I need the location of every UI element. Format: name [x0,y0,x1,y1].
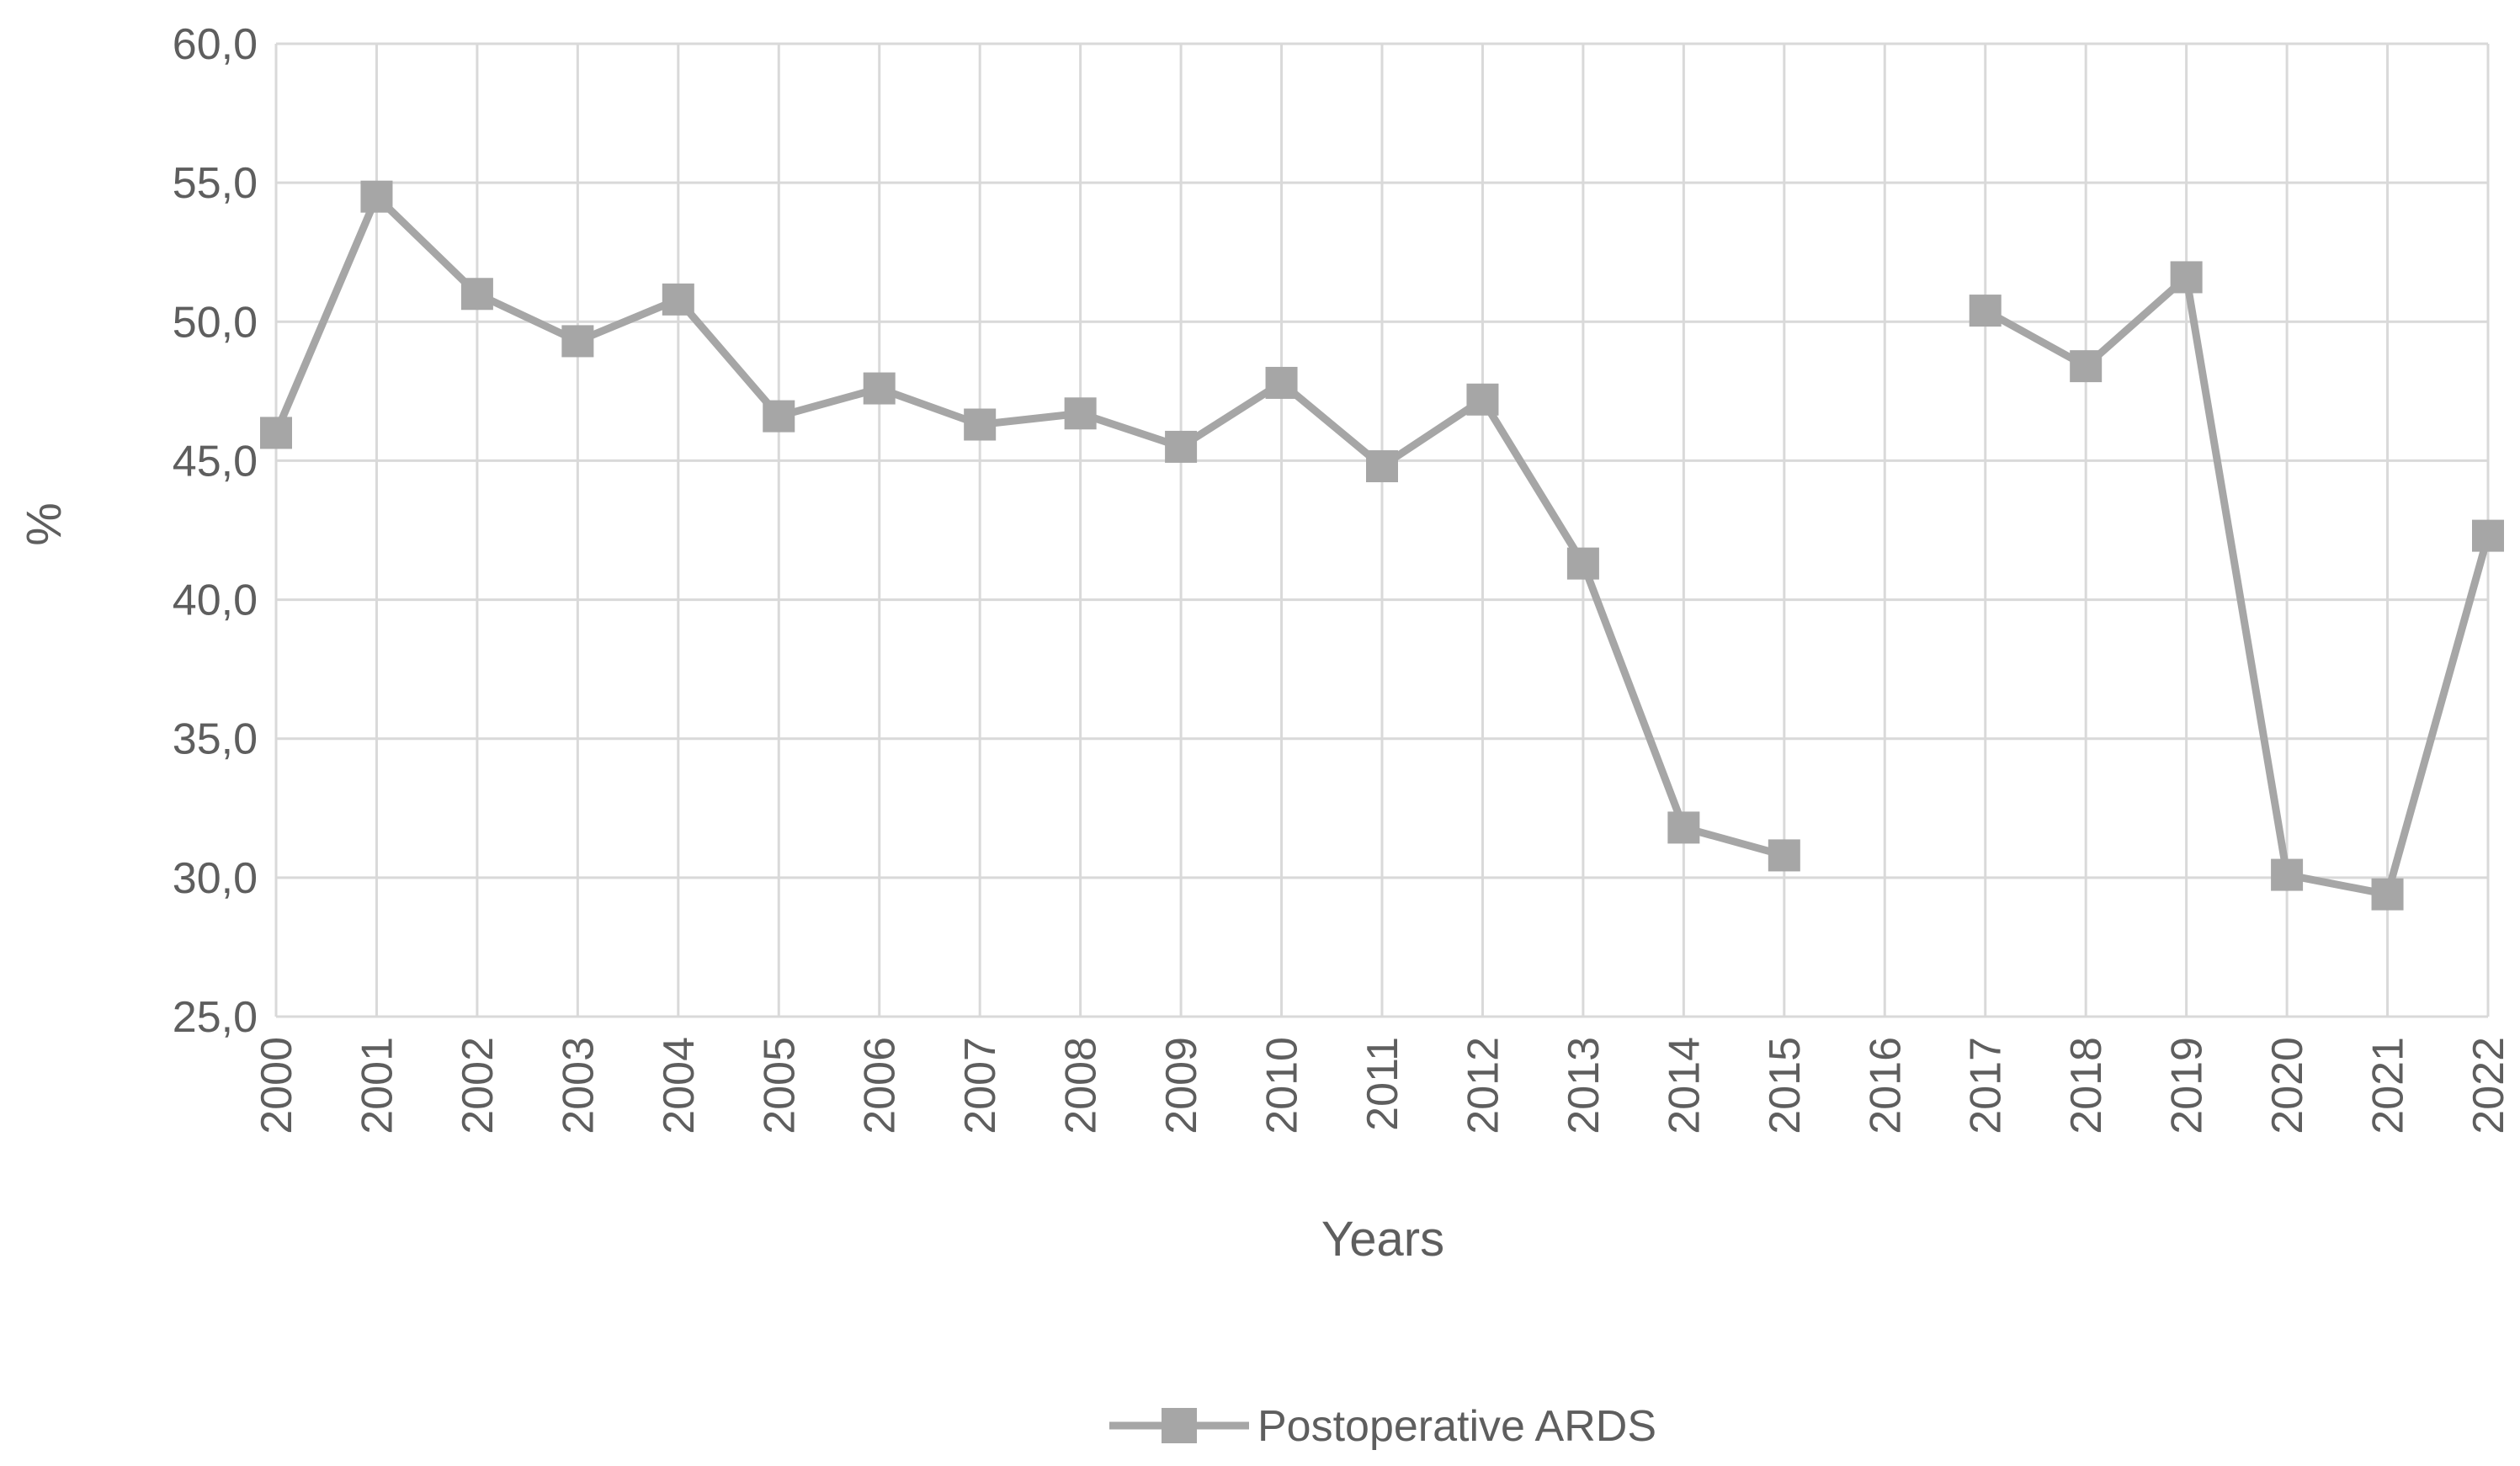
legend-marker-swatch [1162,1408,1197,1443]
x-tick-label: 2006 [856,1037,905,1134]
x-tick-label: 2011 [1358,1037,1407,1131]
x-tick-label: 2000 [253,1037,301,1134]
series-line-segment [272,193,1789,859]
data-point-marker [1566,547,1599,580]
data-point-marker [763,400,795,433]
data-point-marker [1165,430,1198,463]
series-line-segment [1981,273,2492,899]
data-point-marker [360,180,393,213]
data-point-marker [260,417,292,449]
data-point-marker [2170,261,2203,294]
x-tick-label: 2008 [1057,1037,1106,1134]
legend: Postoperative ARDS [1109,1402,1656,1451]
y-axis-ticks: 25,0 30,0 35,0 40,0 45,0 50,0 55,0 60,0 [173,20,258,1042]
x-tick-label: 2009 [1157,1037,1206,1134]
x-tick-label: 2020 [2263,1037,2312,1134]
data-point-marker [2371,878,2404,911]
x-tick-label: 2018 [2062,1037,2111,1134]
x-tick-label: 2013 [1560,1037,1608,1134]
x-tick-label: 2017 [1962,1037,2011,1134]
x-tick-label: 2004 [655,1037,704,1134]
data-point-marker [2070,350,2103,383]
x-tick-label: 2010 [1258,1037,1307,1134]
x-tick-label: 2002 [454,1037,502,1134]
data-point-marker [863,372,896,405]
y-tick-label: 35,0 [173,715,258,764]
x-tick-label: 2001 [353,1037,401,1134]
legend-label: Postoperative ARDS [1257,1402,1656,1451]
data-point-marker [1466,383,1499,416]
data-point-marker [964,408,997,441]
data-point-marker [2271,858,2304,891]
y-tick-label: 60,0 [173,20,258,69]
x-tick-label: 2015 [1761,1037,1810,1134]
data-point-marker [2472,519,2504,552]
x-tick-label: 2016 [1861,1037,1910,1134]
x-axis-ticks: 2000 2001 2002 2003 2004 2005 2006 2007 2008 2009… [253,1037,2513,1134]
data-point-marker [1969,295,2002,327]
series-layer [260,180,2504,911]
x-tick-label: 2012 [1459,1037,1507,1134]
y-axis-title: % [17,502,72,546]
x-tick-label: 2007 [956,1037,1005,1134]
y-tick-label: 30,0 [173,854,258,903]
y-tick-label: 25,0 [173,993,258,1042]
data-point-marker [561,325,594,358]
data-point-marker [662,283,694,316]
x-tick-label: 2005 [755,1037,804,1134]
y-tick-label: 40,0 [173,576,258,625]
y-tick-label: 55,0 [173,159,258,208]
data-point-marker [1768,839,1800,872]
x-tick-label: 2003 [554,1037,603,1134]
data-point-marker [460,278,493,311]
data-point-marker [1265,366,1298,399]
data-point-marker [1064,397,1097,430]
x-tick-label: 2022 [2464,1037,2513,1134]
x-axis-title: Years [1321,1212,1444,1267]
x-tick-label: 2014 [1660,1037,1709,1134]
x-tick-label: 2019 [2163,1037,2212,1134]
y-tick-label: 45,0 [173,437,258,486]
y-tick-label: 50,0 [173,298,258,347]
x-tick-label: 2021 [2364,1037,2413,1134]
grid-layer [274,42,2490,1018]
data-point-marker [1667,811,1700,844]
data-point-marker [1366,450,1398,483]
